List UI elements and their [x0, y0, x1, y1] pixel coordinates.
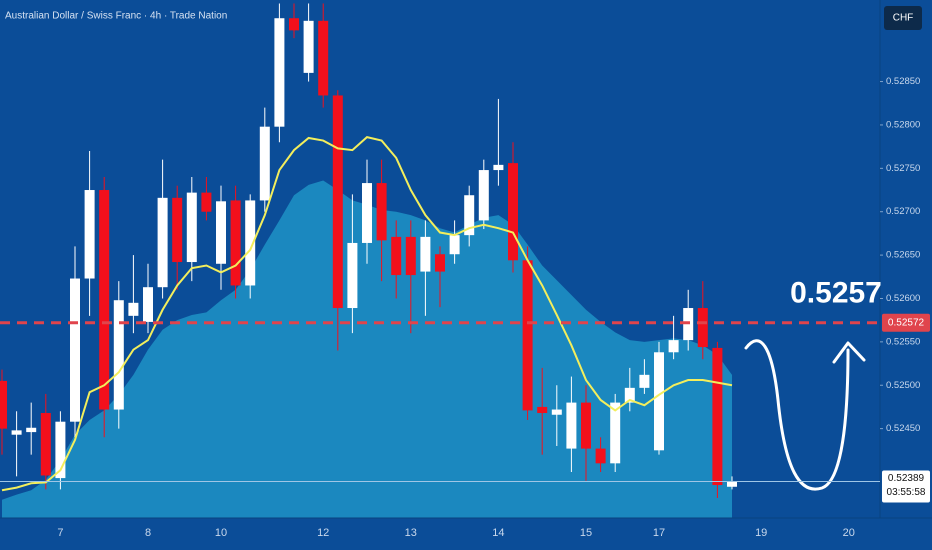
price-line-label: 0.52572	[888, 317, 925, 328]
y-tick-label: 0.52500	[886, 380, 920, 391]
candle-body	[40, 413, 51, 476]
candle-body	[566, 402, 577, 449]
last-price-tag	[882, 470, 930, 503]
candle-body	[668, 340, 679, 353]
candle-body	[595, 448, 606, 464]
candle-body	[172, 197, 183, 263]
x-tick-label: 7	[57, 527, 63, 539]
candle-body	[347, 242, 358, 309]
y-tick-label: 0.52800	[886, 119, 920, 130]
candle-body	[493, 164, 504, 171]
price-line-tag	[882, 313, 930, 332]
candle-body	[362, 183, 372, 243]
x-tick-label: 20	[843, 527, 855, 539]
y-tick-label: 0.52450	[886, 423, 920, 434]
candle-body	[318, 20, 329, 96]
candle-body	[143, 287, 153, 322]
last-price-label: 0.52389	[888, 473, 925, 484]
candle-body	[0, 380, 7, 429]
candle-body	[259, 126, 270, 201]
candle-body	[537, 406, 548, 414]
chart-title: Australian Dollar / Swiss Franc · 4h · T…	[5, 11, 227, 22]
candle-body	[449, 235, 460, 255]
y-tick-label: 0.52750	[886, 163, 920, 174]
candle-body	[391, 236, 402, 276]
candle-body	[186, 192, 197, 263]
candle-body	[610, 402, 621, 464]
candle-body	[55, 421, 66, 479]
currency-label[interactable]: CHF	[893, 13, 914, 24]
candle-body	[303, 20, 314, 73]
annotation: 0.5257	[790, 277, 882, 310]
countdown: 03:55:58	[887, 487, 926, 498]
candle-body	[11, 430, 22, 435]
y-tick-label: 0.52550	[886, 336, 920, 347]
candle-body	[157, 197, 168, 288]
candle-body	[289, 18, 299, 31]
candle-body	[230, 200, 241, 286]
candle-body	[712, 347, 723, 486]
candle-body	[405, 236, 416, 276]
x-tick-label: 15	[580, 527, 592, 539]
y-tick-label: 0.52850	[886, 76, 920, 87]
candle-body	[464, 195, 475, 236]
candle-body	[216, 201, 226, 264]
candle-body	[697, 308, 708, 348]
candle-body	[639, 374, 650, 388]
candle-body	[113, 300, 124, 410]
y-tick-label: 0.52650	[886, 250, 920, 261]
candle-body	[376, 183, 387, 241]
candle-body	[201, 192, 212, 212]
candle-body	[508, 163, 518, 261]
candle-body	[522, 260, 533, 411]
candle-body	[551, 409, 562, 415]
ma-line	[1, 135, 733, 492]
currency-button[interactable]	[884, 6, 922, 30]
x-tick-label: 19	[755, 527, 767, 539]
x-tick-label: 10	[215, 527, 227, 539]
x-tick-label: 12	[317, 527, 329, 539]
x-tick-label: 14	[492, 527, 504, 539]
plot-area	[0, 3, 737, 518]
y-tick-label: 0.52600	[886, 293, 920, 304]
candle-body	[84, 190, 95, 279]
band-area	[2, 180, 732, 518]
candle-body	[245, 200, 256, 286]
x-tick-label: 13	[405, 527, 417, 539]
candle-body	[99, 190, 110, 410]
candle-body	[420, 236, 431, 272]
candle-body	[435, 254, 445, 272]
x-tick-label: 8	[145, 527, 151, 539]
candle-body	[26, 427, 37, 433]
candle-body	[727, 481, 737, 487]
arrow-head	[832, 341, 866, 364]
candle-body	[332, 95, 343, 309]
candle-body	[581, 402, 591, 449]
candle-body	[70, 278, 80, 422]
candle-body	[274, 18, 285, 127]
candle-body	[654, 352, 664, 451]
x-tick-label: 17	[653, 527, 665, 539]
candle-body	[624, 387, 635, 403]
candle-body	[128, 302, 139, 316]
y-tick-label: 0.52700	[886, 206, 920, 217]
candle-body	[478, 170, 489, 221]
